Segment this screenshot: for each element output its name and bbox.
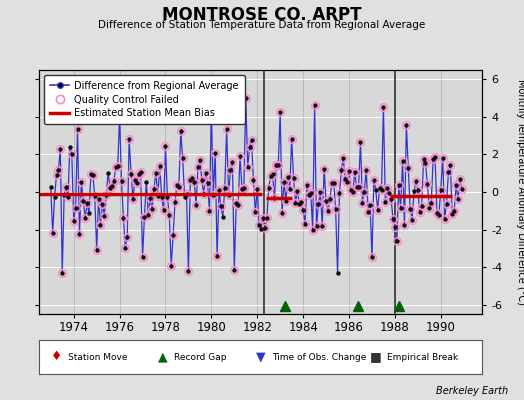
Text: ■: ■ <box>370 350 381 364</box>
Y-axis label: Monthly Temperature Anomaly Difference (°C): Monthly Temperature Anomaly Difference (… <box>516 79 524 305</box>
Text: Time of Obs. Change: Time of Obs. Change <box>272 352 366 362</box>
Text: Station Move: Station Move <box>68 352 127 362</box>
Text: ▲: ▲ <box>158 350 168 364</box>
Text: Berkeley Earth: Berkeley Earth <box>436 386 508 396</box>
Text: Empirical Break: Empirical Break <box>387 352 458 362</box>
Text: ▼: ▼ <box>256 350 266 364</box>
Text: Difference of Station Temperature Data from Regional Average: Difference of Station Temperature Data f… <box>99 20 425 30</box>
Legend: Difference from Regional Average, Quality Control Failed, Estimated Station Mean: Difference from Regional Average, Qualit… <box>44 75 245 124</box>
Text: ♦: ♦ <box>51 350 63 364</box>
Text: MONTROSE CO. ARPT: MONTROSE CO. ARPT <box>162 6 362 24</box>
Text: Record Gap: Record Gap <box>174 352 227 362</box>
